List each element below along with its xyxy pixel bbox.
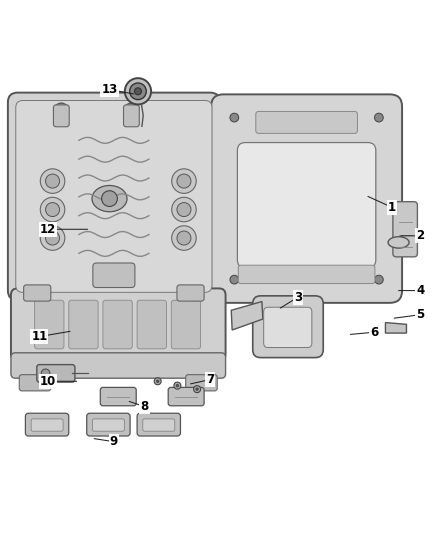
Circle shape (177, 203, 191, 216)
Text: 10: 10 (40, 375, 57, 387)
FancyBboxPatch shape (100, 387, 136, 406)
FancyBboxPatch shape (137, 413, 180, 436)
FancyBboxPatch shape (11, 353, 226, 378)
Text: 9: 9 (110, 435, 118, 448)
Ellipse shape (92, 185, 127, 212)
Ellipse shape (388, 237, 409, 248)
Text: 8: 8 (141, 400, 148, 413)
FancyBboxPatch shape (256, 111, 357, 133)
FancyBboxPatch shape (37, 365, 75, 382)
Circle shape (172, 197, 196, 222)
Text: 7: 7 (206, 373, 214, 386)
Circle shape (174, 382, 181, 389)
Circle shape (176, 384, 179, 387)
Circle shape (54, 103, 68, 117)
Circle shape (134, 88, 141, 95)
Circle shape (177, 174, 191, 188)
FancyBboxPatch shape (24, 285, 51, 301)
FancyBboxPatch shape (93, 263, 135, 287)
Circle shape (40, 226, 65, 251)
Text: 11: 11 (31, 330, 48, 343)
Circle shape (374, 113, 383, 122)
Circle shape (46, 174, 60, 188)
FancyBboxPatch shape (35, 300, 64, 349)
Circle shape (41, 369, 50, 378)
FancyBboxPatch shape (87, 413, 130, 436)
Text: 3: 3 (294, 290, 302, 304)
FancyBboxPatch shape (103, 300, 132, 349)
Text: 2: 2 (417, 229, 424, 243)
FancyBboxPatch shape (19, 375, 51, 391)
Circle shape (177, 231, 191, 245)
Text: 4: 4 (417, 284, 424, 297)
Circle shape (156, 380, 159, 383)
FancyBboxPatch shape (31, 419, 63, 431)
Circle shape (230, 113, 239, 122)
FancyBboxPatch shape (11, 288, 226, 361)
Circle shape (125, 78, 151, 104)
FancyBboxPatch shape (171, 300, 201, 349)
FancyBboxPatch shape (137, 300, 166, 349)
Text: 13: 13 (101, 83, 118, 96)
FancyBboxPatch shape (143, 419, 175, 431)
FancyBboxPatch shape (186, 375, 217, 391)
FancyBboxPatch shape (69, 300, 98, 349)
Circle shape (130, 83, 146, 100)
FancyBboxPatch shape (177, 285, 204, 301)
Circle shape (40, 197, 65, 222)
FancyBboxPatch shape (124, 105, 139, 127)
FancyBboxPatch shape (92, 419, 124, 431)
Circle shape (172, 226, 196, 251)
Circle shape (194, 386, 201, 393)
FancyBboxPatch shape (264, 307, 312, 348)
Text: 5: 5 (417, 308, 424, 321)
Circle shape (102, 191, 117, 206)
FancyBboxPatch shape (393, 201, 417, 257)
Text: 12: 12 (40, 223, 57, 236)
Text: 6: 6 (371, 326, 378, 338)
Circle shape (46, 203, 60, 216)
FancyBboxPatch shape (168, 387, 204, 406)
FancyBboxPatch shape (211, 94, 402, 303)
FancyBboxPatch shape (53, 105, 69, 127)
FancyBboxPatch shape (25, 413, 69, 436)
Circle shape (154, 378, 161, 385)
FancyBboxPatch shape (8, 93, 220, 300)
Text: 1: 1 (388, 201, 396, 214)
FancyBboxPatch shape (238, 265, 375, 284)
Circle shape (124, 103, 138, 117)
Circle shape (230, 275, 239, 284)
Circle shape (46, 231, 60, 245)
FancyBboxPatch shape (253, 296, 323, 358)
Circle shape (196, 388, 198, 391)
FancyBboxPatch shape (16, 101, 212, 292)
Polygon shape (231, 302, 263, 330)
Circle shape (374, 275, 383, 284)
Polygon shape (385, 322, 406, 333)
Circle shape (172, 169, 196, 193)
FancyBboxPatch shape (237, 142, 376, 268)
Circle shape (40, 169, 65, 193)
